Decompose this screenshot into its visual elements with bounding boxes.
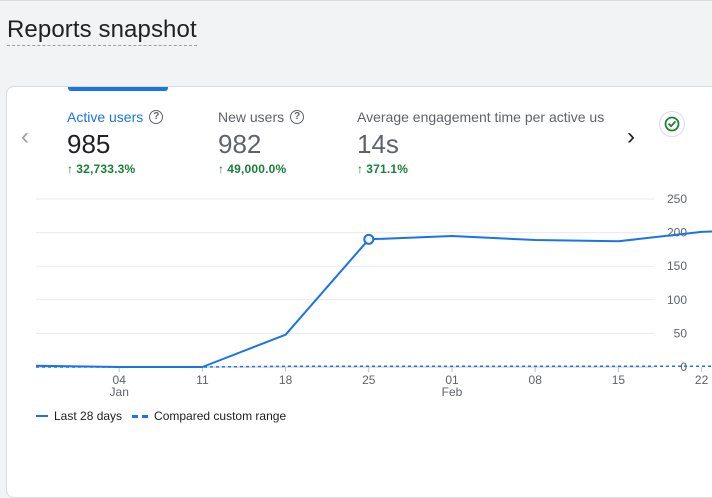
y-tick-label: 150: [667, 259, 687, 273]
metric-active-users[interactable]: Active users ? 985 ↑ 32,733.3%: [67, 107, 164, 176]
x-tick-sublabel: Jan: [110, 385, 129, 399]
chevron-right-icon[interactable]: ›: [627, 123, 635, 150]
metric-label-text: Active users: [67, 109, 144, 125]
check-circle-icon[interactable]: [659, 111, 685, 137]
metric-change-value: 49,000.0%: [227, 162, 287, 176]
metric-change: ↑ 49,000.0%: [218, 162, 304, 176]
metric-change: ↑ 32,733.3%: [67, 162, 163, 176]
highlighted-data-point: [363, 233, 375, 245]
x-tick-label: 11: [196, 373, 209, 387]
legend-label: Last 28 days: [54, 409, 123, 423]
x-tick-label: 18: [279, 373, 293, 387]
metric-label: New users ?: [218, 107, 305, 127]
x-tick-label: 25: [362, 373, 376, 387]
x-tick-sublabel: Feb: [442, 385, 463, 399]
help-icon[interactable]: ?: [290, 110, 305, 124]
legend-swatch-solid: [36, 415, 48, 417]
legend-item-current[interactable]: Last 28 days: [36, 409, 122, 423]
x-tick-label: 08: [529, 373, 543, 387]
page-title[interactable]: Reports snapshot: [7, 16, 197, 46]
arrow-up-icon: ↑: [218, 162, 225, 176]
help-icon[interactable]: ?: [149, 110, 164, 124]
x-tick-label: 22: [695, 373, 709, 387]
series-line-compared: [36, 365, 712, 368]
metric-label: Average engagement time per active us: [357, 107, 618, 127]
metric-change-value: 371.1%: [366, 162, 409, 176]
metric-change: ↑ 371.1%: [357, 162, 618, 176]
chart-gridlines: [36, 198, 654, 368]
chart-series: [35, 230, 712, 368]
y-tick-label: 200: [667, 226, 687, 240]
top-divider: [0, 0, 712, 1]
arrow-up-icon: ↑: [67, 162, 74, 176]
chart-legend: Last 28 days Compared custom range: [36, 409, 296, 423]
x-tick-label: 01: [445, 373, 459, 387]
reports-snapshot-card: ‹ Active users ? 985 ↑ 32,733.3% New user…: [6, 86, 712, 498]
active-metric-indicator: [68, 87, 168, 91]
metric-value: 14s: [357, 129, 399, 159]
x-tick-label: 15: [612, 373, 626, 387]
check-icon: [664, 116, 680, 132]
metric-new-users[interactable]: New users ? 982 ↑ 49,000.0%: [218, 107, 305, 176]
arrow-up-icon: ↑: [357, 162, 364, 176]
y-tick-label: 50: [674, 326, 688, 340]
metric-label-text: Average engagement time per active us: [357, 109, 605, 125]
legend-label: Compared custom range: [154, 409, 287, 423]
metric-change-value: 32,733.3%: [76, 162, 136, 176]
metric-label: Active users ?: [67, 107, 164, 127]
y-tick-label: 0: [680, 360, 687, 374]
metric-value: 985: [67, 129, 111, 159]
metric-label-text: New users: [218, 109, 285, 125]
chart-y-ticks: 0 50 100 150 200 250: [667, 192, 687, 374]
chevron-left-icon[interactable]: ‹: [21, 123, 29, 150]
metric-value: 982: [218, 129, 262, 159]
y-tick-label: 100: [667, 293, 687, 307]
legend-item-compared[interactable]: Compared custom range: [132, 409, 286, 423]
series-line-current: [35, 230, 712, 368]
metric-avg-engagement-time[interactable]: Average engagement time per active us 14…: [357, 107, 618, 176]
legend-swatch-dashed: [132, 414, 149, 418]
y-tick-label: 250: [667, 192, 687, 206]
x-tick-label: 04: [113, 373, 127, 387]
